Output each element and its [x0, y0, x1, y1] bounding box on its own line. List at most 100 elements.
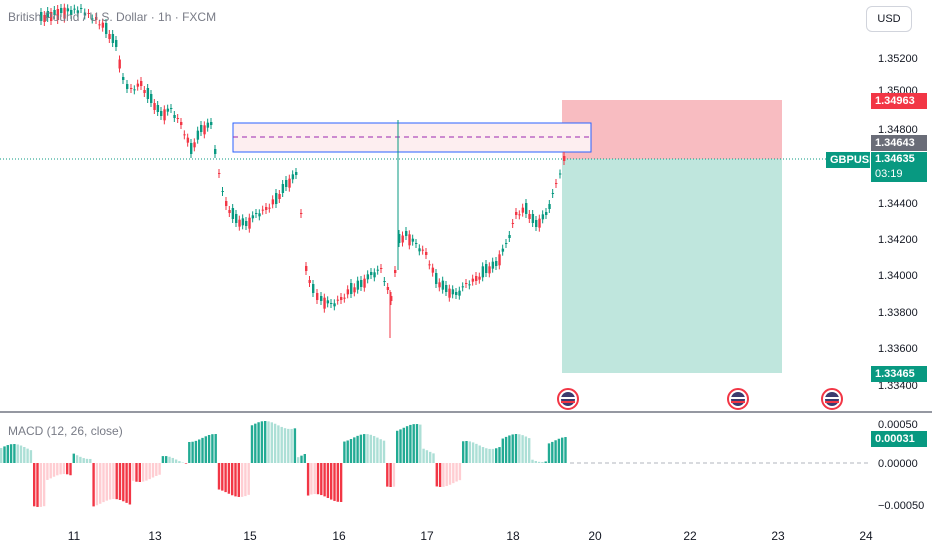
- candle-body: [76, 10, 80, 14]
- candle-body: [386, 287, 390, 290]
- us-flag-event-icon[interactable]: [557, 388, 579, 410]
- macd-bar: [85, 458, 89, 463]
- macd-bar: [511, 434, 514, 463]
- macd-bar: [234, 463, 237, 497]
- macd-value-tag: 0.00031: [871, 431, 927, 447]
- time-axis-label: 22: [683, 529, 697, 543]
- candle-body: [438, 282, 441, 288]
- macd-bar: [102, 463, 105, 503]
- candle-body: [363, 278, 366, 288]
- candle-body: [320, 296, 323, 301]
- macd-bar: [333, 463, 336, 501]
- macd-bar: [198, 439, 201, 463]
- candle-body: [288, 178, 291, 188]
- macd-bar: [455, 463, 458, 482]
- macd-bar: [62, 463, 66, 475]
- candle-body: [535, 220, 538, 227]
- macd-bar: [504, 436, 508, 463]
- macd-bar: [531, 459, 534, 463]
- macd-bar: [145, 463, 148, 481]
- candle-body: [80, 8, 83, 9]
- candle-body: [308, 280, 311, 283]
- candle-body: [495, 261, 498, 266]
- candle-body: [425, 252, 428, 255]
- candle-body: [300, 213, 303, 214]
- candle-body: [143, 90, 146, 93]
- macd-bar: [432, 453, 435, 463]
- macd-bar: [49, 463, 52, 479]
- macd-bar: [528, 438, 531, 463]
- macd-bar: [382, 440, 386, 463]
- resistance-rectangle[interactable]: [232, 122, 592, 153]
- us-flag-event-icon[interactable]: [727, 388, 749, 410]
- time-axis-label: 23: [771, 529, 785, 543]
- candle-body: [251, 215, 255, 219]
- macd-bar: [99, 463, 102, 504]
- macd-bar: [194, 440, 198, 463]
- candle-body: [166, 108, 170, 112]
- candle-body: [373, 272, 376, 278]
- macd-bar: [16, 444, 19, 463]
- candle-body: [261, 209, 265, 211]
- candle-body: [163, 109, 166, 121]
- macd-bar: [174, 459, 178, 463]
- candle-body: [491, 261, 495, 269]
- price-axis-label: 1.34200: [878, 234, 918, 246]
- macd-bar: [128, 463, 132, 505]
- macd-bar: [534, 461, 537, 463]
- candle-body: [531, 214, 535, 223]
- price-axis-label: 1.34400: [878, 198, 918, 210]
- macd-bar: [412, 424, 415, 463]
- macd-bar: [155, 463, 158, 476]
- macd-bar: [372, 436, 376, 463]
- macd-bar: [316, 463, 320, 495]
- macd-bar: [297, 457, 300, 463]
- macd-bar: [501, 438, 504, 463]
- candle-body: [91, 18, 94, 20]
- candle-body: [316, 293, 319, 300]
- candle-body: [206, 122, 210, 128]
- candle-body: [353, 287, 356, 293]
- us-flag-event-icon[interactable]: [821, 388, 843, 410]
- time-axis-label: 17: [420, 529, 434, 543]
- candle-body: [498, 254, 501, 266]
- candle-body: [156, 105, 160, 112]
- candle-body: [133, 89, 136, 91]
- candle-body: [428, 264, 431, 266]
- candle-body: [238, 219, 241, 227]
- candle-body: [548, 204, 551, 209]
- candle-body: [126, 84, 129, 89]
- macd-bar: [458, 463, 462, 481]
- candle-body: [146, 88, 150, 99]
- currency-button[interactable]: USD: [866, 6, 912, 32]
- macd-bar: [0, 448, 3, 463]
- macd-bar: [273, 423, 277, 463]
- macd-bar: [254, 423, 257, 463]
- macd-bar: [386, 463, 389, 487]
- candle-body: [445, 285, 448, 292]
- macd-title[interactable]: MACD (12, 26, close): [8, 424, 123, 438]
- candle-body: [465, 283, 468, 284]
- candle-body: [40, 12, 43, 21]
- macd-bar: [9, 444, 13, 463]
- stop-loss-zone[interactable]: [562, 100, 782, 159]
- macd-bar: [452, 463, 455, 484]
- macd-bar: [399, 429, 402, 463]
- macd-bar: [270, 422, 273, 463]
- candle-body: [376, 269, 380, 271]
- macd-bar: [66, 463, 69, 475]
- time-axis[interactable]: 11 13 15 16 17 18 20 22 23 24: [68, 529, 873, 543]
- candle-body: [485, 264, 488, 273]
- candle-body: [370, 272, 373, 275]
- take-profit-zone[interactable]: [562, 159, 782, 373]
- macd-bar: [313, 463, 316, 495]
- macd-bar: [448, 463, 452, 485]
- macd-bar: [415, 424, 419, 463]
- candle-body: [525, 203, 528, 214]
- macd-bar: [244, 463, 247, 497]
- candle-body: [451, 289, 455, 295]
- candle-body: [435, 273, 438, 284]
- macd-bar: [178, 461, 181, 463]
- candle-body: [390, 296, 393, 301]
